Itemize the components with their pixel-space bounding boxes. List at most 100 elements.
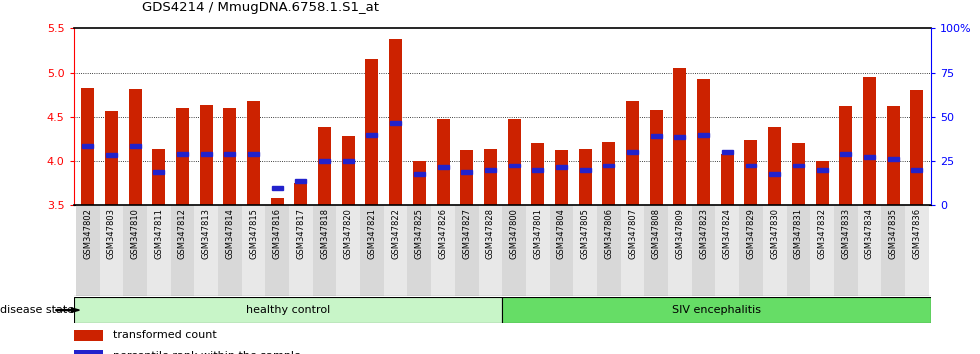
Text: GSM347816: GSM347816: [272, 208, 281, 259]
Bar: [218, 205, 242, 296]
Bar: [550, 205, 573, 296]
Text: GSM347830: GSM347830: [770, 208, 779, 259]
Bar: [532, 168, 543, 172]
Text: healthy control: healthy control: [246, 305, 330, 315]
Bar: [620, 205, 645, 296]
Bar: [336, 205, 360, 296]
Text: GSM347807: GSM347807: [628, 208, 637, 259]
Bar: [839, 106, 853, 205]
Bar: [769, 172, 780, 176]
Bar: [739, 205, 762, 296]
Bar: [745, 140, 758, 205]
Bar: [556, 165, 567, 169]
Text: GSM347815: GSM347815: [249, 208, 258, 259]
Bar: [858, 205, 881, 296]
Bar: [555, 150, 568, 205]
Text: GSM347814: GSM347814: [225, 208, 234, 259]
Bar: [580, 168, 591, 172]
Bar: [105, 110, 118, 205]
Bar: [484, 149, 497, 205]
Bar: [177, 152, 188, 156]
Bar: [502, 205, 526, 296]
Bar: [129, 144, 140, 148]
Bar: [793, 164, 804, 167]
Bar: [626, 101, 639, 205]
Bar: [888, 157, 899, 161]
Text: transformed count: transformed count: [113, 330, 217, 339]
Bar: [509, 164, 519, 167]
Text: GSM347802: GSM347802: [83, 208, 92, 259]
Text: GSM347803: GSM347803: [107, 208, 116, 259]
Bar: [792, 143, 805, 205]
Bar: [674, 135, 685, 139]
Text: GSM347804: GSM347804: [557, 208, 566, 259]
Text: GSM347809: GSM347809: [675, 208, 684, 259]
Bar: [123, 205, 147, 296]
Bar: [573, 205, 597, 296]
Text: GSM347824: GSM347824: [723, 208, 732, 259]
Text: GSM347811: GSM347811: [154, 208, 164, 259]
Bar: [840, 152, 852, 156]
Text: GSM347808: GSM347808: [652, 208, 661, 259]
Bar: [815, 161, 828, 205]
Text: GSM347825: GSM347825: [415, 208, 423, 259]
Text: GSM347833: GSM347833: [841, 208, 851, 259]
Bar: [247, 101, 260, 205]
Bar: [176, 108, 189, 205]
Bar: [810, 205, 834, 296]
Bar: [242, 205, 266, 296]
Bar: [431, 205, 455, 296]
Bar: [81, 88, 94, 205]
Bar: [905, 205, 929, 296]
Bar: [461, 150, 473, 205]
Text: GSM347820: GSM347820: [344, 208, 353, 259]
Text: GSM347818: GSM347818: [320, 208, 329, 259]
Text: GSM347832: GSM347832: [817, 208, 826, 259]
Bar: [910, 90, 923, 205]
Bar: [74, 350, 103, 354]
Bar: [437, 165, 449, 169]
Bar: [720, 154, 734, 205]
Text: GSM347817: GSM347817: [296, 208, 306, 259]
Text: GSM347823: GSM347823: [699, 208, 709, 259]
Bar: [462, 170, 472, 174]
Bar: [153, 170, 165, 174]
Bar: [722, 150, 733, 154]
Text: GSM347810: GSM347810: [130, 208, 139, 259]
Bar: [100, 205, 123, 296]
Bar: [384, 205, 408, 296]
Bar: [75, 205, 100, 296]
Text: GSM347813: GSM347813: [202, 208, 211, 259]
Bar: [128, 88, 141, 205]
Bar: [342, 136, 355, 205]
Text: GSM347835: GSM347835: [889, 208, 898, 259]
Bar: [360, 205, 384, 296]
Text: GSM347829: GSM347829: [747, 208, 756, 259]
Bar: [650, 110, 662, 205]
Bar: [147, 205, 171, 296]
Text: GSM347831: GSM347831: [794, 208, 803, 259]
Text: GSM347827: GSM347827: [463, 208, 471, 259]
Bar: [390, 121, 401, 125]
Text: SIV encephalitis: SIV encephalitis: [672, 305, 761, 315]
Bar: [834, 205, 858, 296]
Bar: [319, 159, 330, 163]
Bar: [313, 205, 336, 296]
Bar: [318, 127, 331, 205]
Bar: [697, 79, 710, 205]
Text: GSM347826: GSM347826: [438, 208, 448, 259]
Text: percentile rank within the sample: percentile rank within the sample: [113, 351, 301, 354]
Bar: [106, 153, 117, 157]
Bar: [478, 205, 502, 296]
Bar: [74, 297, 502, 323]
Bar: [366, 59, 378, 205]
Bar: [152, 149, 166, 205]
Text: GSM347822: GSM347822: [391, 208, 400, 259]
Text: GDS4214 / MmugDNA.6758.1.S1_at: GDS4214 / MmugDNA.6758.1.S1_at: [142, 1, 379, 14]
Bar: [270, 198, 284, 205]
Bar: [200, 105, 213, 205]
Bar: [389, 39, 402, 205]
Bar: [864, 155, 875, 159]
Text: GSM347828: GSM347828: [486, 208, 495, 259]
Bar: [201, 152, 212, 156]
